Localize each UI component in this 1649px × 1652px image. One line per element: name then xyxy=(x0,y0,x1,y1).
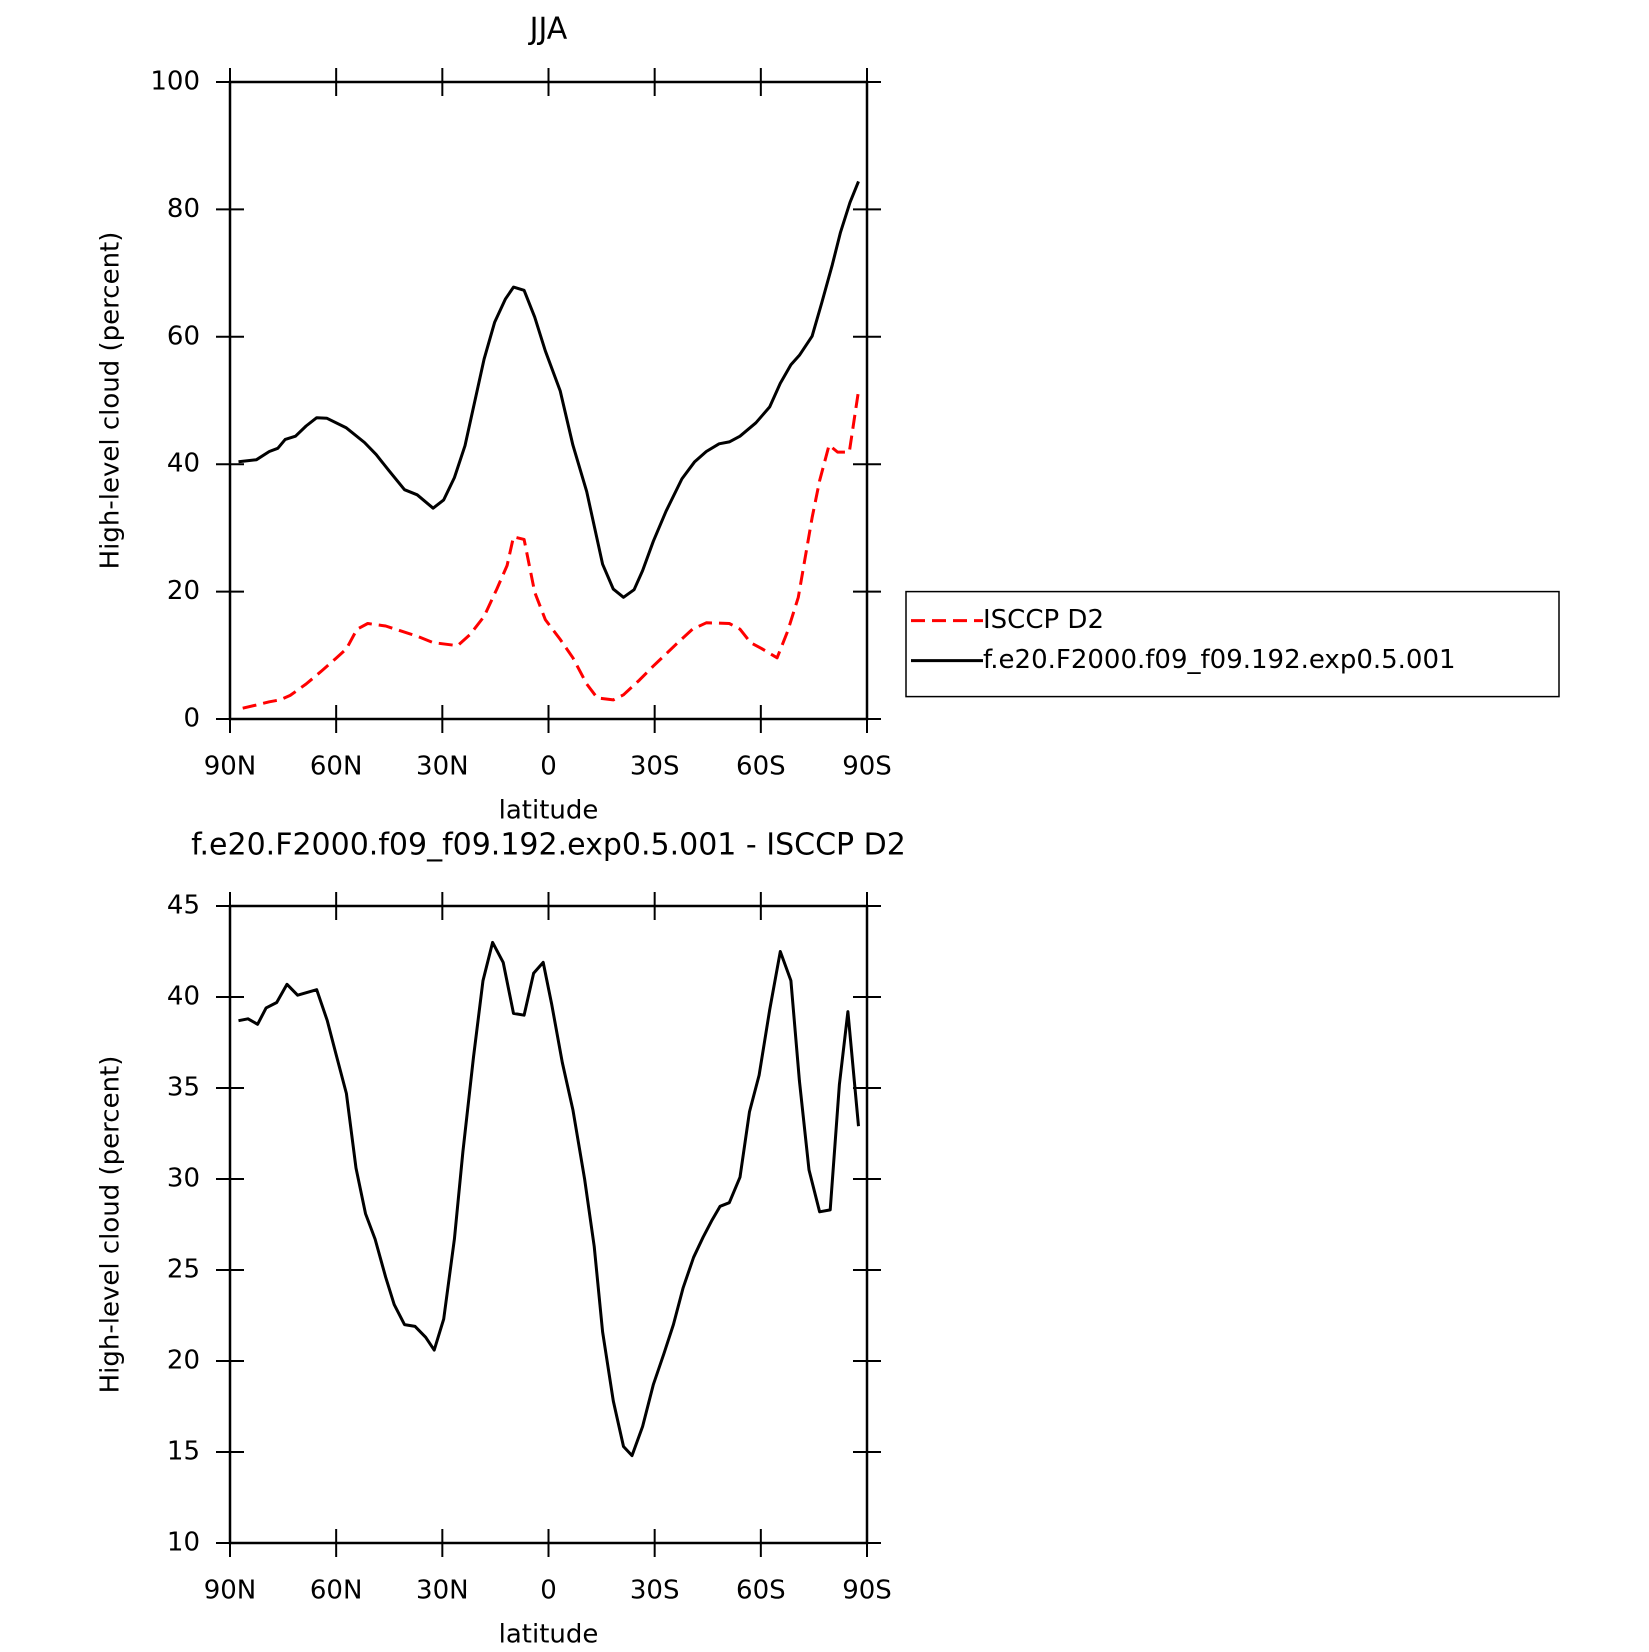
x-tick-label: 30N xyxy=(416,1576,469,1606)
series-line xyxy=(242,390,860,710)
y-tick-label: 60 xyxy=(167,321,200,351)
x-tick-label: 90N xyxy=(204,752,257,782)
y-axis-label: High-level cloud (percent) xyxy=(96,1056,126,1394)
y-tick-label: 25 xyxy=(167,1255,200,1285)
x-tick-label: 0 xyxy=(540,1576,557,1606)
legend-label: ISCCP D2 xyxy=(983,605,1104,635)
y-tick-label: 0 xyxy=(183,704,200,734)
y-tick-label: 40 xyxy=(167,449,200,479)
y-tick-label: 30 xyxy=(167,1164,200,1194)
x-tick-label: 30S xyxy=(630,1576,680,1606)
x-tick-label: 60S xyxy=(736,752,786,782)
x-tick-label: 60N xyxy=(310,1576,363,1606)
y-tick-label: 80 xyxy=(167,194,200,224)
x-tick-label: 90S xyxy=(842,1576,892,1606)
y-tick-label: 10 xyxy=(167,1528,200,1558)
y-tick-label: 20 xyxy=(167,1346,200,1376)
x-tick-label: 90N xyxy=(204,1576,257,1606)
chart-title: JJA xyxy=(528,12,568,47)
y-tick-label: 20 xyxy=(167,576,200,606)
y-tick-label: 35 xyxy=(167,1073,200,1103)
x-tick-label: 60S xyxy=(736,1576,786,1606)
chart-title: f.e20.F2000.f09_f09.192.exp0.5.001 - ISC… xyxy=(191,828,906,863)
y-tick-label: 45 xyxy=(167,891,200,921)
x-tick-label: 30N xyxy=(416,752,469,782)
legend-label: f.e20.F2000.f09_f09.192.exp0.5.001 xyxy=(983,645,1456,675)
legend-box xyxy=(905,590,1560,698)
y-axis-label: High-level cloud (percent) xyxy=(96,232,126,570)
x-tick-label: 60N xyxy=(310,752,363,782)
x-tick-label: 30S xyxy=(630,752,680,782)
x-axis-label: latitude xyxy=(499,796,599,826)
series-line xyxy=(238,940,860,1458)
series-line xyxy=(238,180,860,599)
y-tick-label: 15 xyxy=(167,1437,200,1467)
y-tick-label: 100 xyxy=(150,67,200,97)
x-tick-label: 0 xyxy=(540,752,557,782)
x-axis-label: latitude xyxy=(499,1620,599,1650)
x-tick-label: 90S xyxy=(842,752,892,782)
y-tick-label: 40 xyxy=(167,982,200,1012)
